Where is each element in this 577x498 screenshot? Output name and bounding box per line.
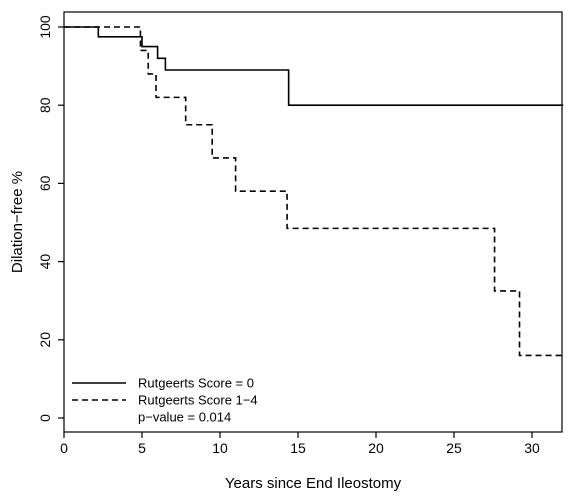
legend-box	[68, 368, 238, 424]
legend-label-score-1-4: Rutgeerts Score 1−4	[138, 393, 258, 408]
x-tick-label: 0	[60, 440, 68, 456]
survival-curve-score-0	[64, 26, 564, 106]
p-value-annotation: p−value = 0.014	[138, 410, 231, 425]
x-tick-label: 10	[212, 440, 228, 456]
plot-frame	[63, 11, 563, 433]
x-tick-label: 5	[138, 440, 146, 456]
y-axis-title: Dilation−free %	[9, 171, 26, 273]
y-tick-label: 100	[37, 15, 53, 39]
survival-curve-score-1-4	[64, 26, 564, 357]
y-tick-label: 60	[37, 175, 53, 191]
x-tick-label: 15	[290, 440, 306, 456]
x-tick-label: 25	[446, 440, 462, 456]
y-tick-label: 20	[37, 332, 53, 348]
y-tick-label: 40	[37, 254, 53, 270]
x-tick-label: 30	[524, 440, 540, 456]
x-tick-label: 20	[368, 440, 384, 456]
y-tick-label: 0	[37, 414, 53, 422]
y-tick-label: 80	[37, 97, 53, 113]
legend-label-score-0: Rutgeerts Score = 0	[138, 376, 254, 391]
x-axis-title: Years since End Ileostomy	[225, 475, 402, 492]
